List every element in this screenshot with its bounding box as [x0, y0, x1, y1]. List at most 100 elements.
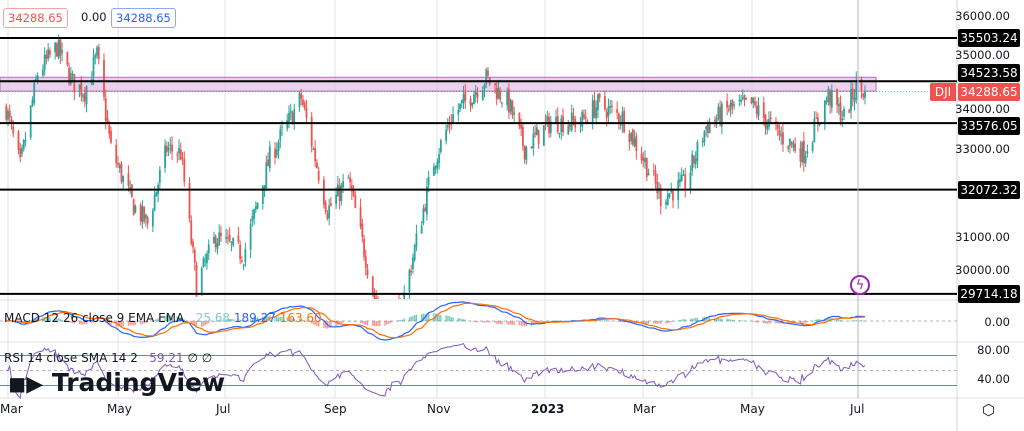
x-tick: Nov [427, 402, 451, 416]
candle-body [213, 236, 215, 244]
candle-body [220, 232, 222, 237]
macd-histogram-bar [752, 321, 754, 322]
candle-body [645, 157, 648, 177]
candle-body [799, 147, 802, 162]
macd-histogram-bar [696, 317, 699, 322]
macd-histogram-bar [340, 321, 343, 324]
macd-histogram-bar [768, 321, 770, 324]
candle-body [616, 109, 619, 113]
macd-histogram-bar [618, 321, 620, 322]
macd-histogram-bar [855, 319, 857, 322]
macd-histogram-bar [290, 317, 292, 322]
macd-histogram-bar [122, 321, 124, 327]
macd-histogram-bar [276, 316, 278, 322]
macd-histogram-bar [799, 321, 802, 324]
macd-histogram-bar [218, 319, 220, 322]
candle-body [670, 190, 673, 193]
macd-label: MACD 12 26 close 9 EMA EMA [4, 311, 185, 325]
macd-histogram-bar [787, 321, 789, 324]
resistance-zone [0, 76, 877, 92]
candle-body [827, 89, 830, 103]
macd-histogram-bar [705, 317, 707, 322]
candle-body [469, 99, 472, 106]
candle-body [291, 112, 294, 125]
candle-body [801, 142, 804, 163]
candle-body [227, 237, 229, 239]
macd-histogram-bar [45, 316, 48, 322]
macd-histogram-bar [864, 320, 866, 322]
candle-body [298, 93, 301, 108]
candle-body [584, 116, 587, 120]
candle-body [108, 124, 111, 134]
candle-body [207, 244, 210, 254]
candle-body [494, 83, 496, 86]
candle-body [811, 142, 814, 151]
candle-body [329, 203, 332, 206]
symbol-badge: DJI [930, 83, 956, 101]
candle-body [825, 100, 828, 103]
candle-body [144, 214, 147, 219]
candle-body [693, 155, 695, 164]
macd-histogram-bar [253, 317, 255, 322]
x-tick: 2023 [531, 402, 565, 416]
change-value: 0.00 [81, 10, 107, 24]
macd-histogram-bar [178, 316, 180, 322]
macd-histogram-bar [523, 321, 526, 327]
macd-histogram-bar [679, 320, 681, 322]
candle-body [45, 54, 48, 59]
candle-body [631, 129, 634, 145]
candle-body [555, 117, 557, 123]
candle-body [813, 118, 816, 143]
macd-histogram-bar [420, 314, 423, 322]
macd-histogram-bar [389, 321, 391, 324]
macd-histogram-bar [255, 317, 257, 322]
macd-histogram-bar [70, 321, 72, 323]
macd-histogram-bar [227, 318, 229, 322]
macd-histogram-bar [115, 321, 117, 327]
candle-body [19, 148, 22, 157]
settings-icon[interactable]: ⬡ [982, 401, 996, 419]
macd-histogram-bar [366, 321, 369, 326]
macd-histogram-bar [818, 319, 821, 322]
candle-body [35, 79, 37, 81]
macd-histogram-bar [304, 320, 306, 322]
candle-body [499, 90, 502, 100]
candle-body [848, 109, 851, 113]
candle-body [354, 195, 357, 209]
candle-body [850, 89, 852, 111]
macd-histogram-bar [672, 321, 674, 322]
candle-body [764, 114, 767, 128]
macd-histogram-bar [562, 320, 564, 322]
candle-body [518, 112, 521, 127]
macd-histogram-bar [550, 320, 552, 322]
candle-body [471, 102, 474, 107]
candle-body [317, 170, 320, 181]
lightning-event-icon[interactable]: ϟ [850, 275, 870, 295]
candle-body [680, 174, 683, 181]
macd-histogram-bar [347, 321, 350, 322]
candle-body [54, 42, 57, 53]
macd-histogram-bar [230, 319, 233, 322]
open-price-tag: 34288.65 [3, 8, 68, 28]
candle-body [165, 145, 168, 152]
macd-histogram-bar [251, 318, 254, 322]
macd-histogram-bar [438, 314, 440, 322]
candle-body [82, 95, 84, 98]
candle-body [473, 94, 475, 105]
macd-histogram-bar [145, 321, 147, 323]
candle-body [310, 117, 313, 147]
candle-body [843, 109, 845, 117]
candle-body [513, 112, 516, 115]
macd-histogram-bar [801, 321, 803, 323]
macd-histogram-bar [277, 316, 280, 322]
macd-histogram-bar [82, 321, 84, 325]
macd-histogram-bar [750, 321, 753, 322]
candle-body [652, 170, 655, 172]
macd-histogram-bar [244, 320, 247, 322]
candle-body [158, 169, 161, 183]
macd-histogram-bar [475, 321, 477, 323]
macd-histogram-bar [543, 321, 545, 323]
candle-body [96, 47, 98, 56]
macd-histogram-bar [422, 313, 425, 322]
